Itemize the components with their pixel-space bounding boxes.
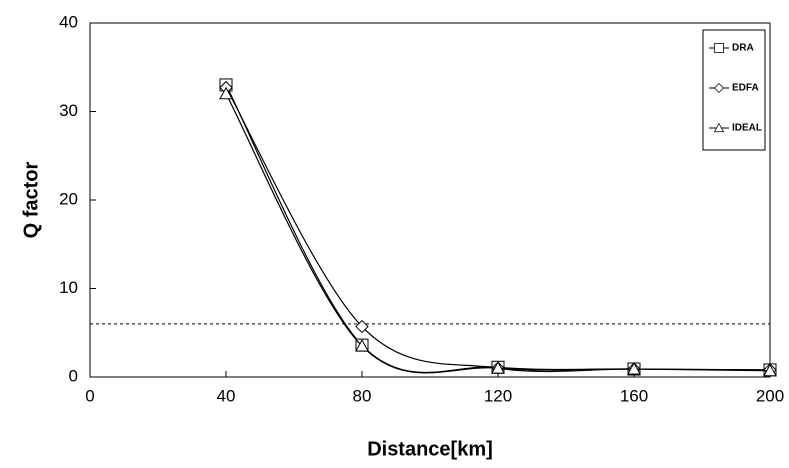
legend-marker [714,43,724,53]
data-point [763,363,777,377]
x-tick-label: 0 [85,386,94,405]
data-point [627,361,641,375]
x-tick-label: 200 [756,386,784,405]
legend-box [702,29,766,151]
series-line [225,84,771,374]
y-tick-label: 0 [69,366,78,385]
legend-label: DRA [732,43,754,54]
x-tick-label: 120 [484,386,512,405]
x-axis-label: Distance[km] [367,438,493,460]
series-line [225,87,771,373]
x-tick-label: 80 [353,386,372,405]
series-line [225,93,771,374]
legend-marker [713,122,725,133]
data-point [491,361,505,374]
y-tick-label: 40 [59,12,78,31]
data-point [355,338,369,352]
y-tick-label: 10 [59,278,78,297]
legend: DRA EDFA IDEAL [702,29,766,151]
legend-marker [713,82,725,94]
x-tick-label: 160 [620,386,648,405]
x-tick-label: 40 [217,386,236,405]
y-tick-label: 30 [59,101,78,120]
data-point [219,86,233,100]
data-point [355,319,369,334]
legend-label: EDFA [732,83,759,94]
y-axis-label: Q factor [20,161,42,238]
legend-label: IDEAL [732,123,762,134]
y-tick-label: 20 [59,189,78,208]
